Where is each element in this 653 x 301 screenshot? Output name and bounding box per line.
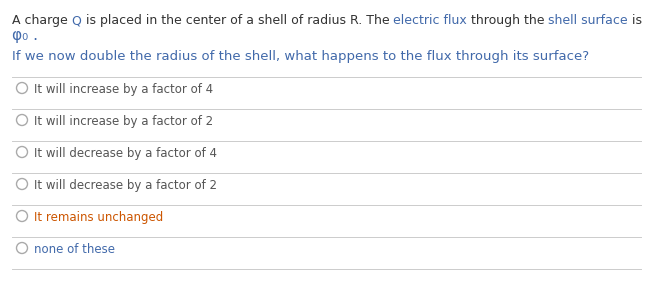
Text: It will decrease by a factor of 4: It will decrease by a factor of 4 <box>33 147 217 160</box>
Text: If we now double the radius of the shell, what happens to the flux through its s: If we now double the radius of the shell… <box>12 50 589 63</box>
Text: through the: through the <box>467 14 549 27</box>
Text: It will decrease by a factor of 2: It will decrease by a factor of 2 <box>33 179 217 192</box>
Text: electric flux: electric flux <box>393 14 467 27</box>
Text: A charge: A charge <box>12 14 72 27</box>
Text: It will increase by a factor of 2: It will increase by a factor of 2 <box>33 115 213 128</box>
Text: It will increase by a factor of 4: It will increase by a factor of 4 <box>33 83 213 96</box>
Text: none of these: none of these <box>33 243 114 256</box>
Text: It remains unchanged: It remains unchanged <box>33 211 163 224</box>
Text: shell surface: shell surface <box>549 14 628 27</box>
Text: Q: Q <box>72 14 82 27</box>
Text: is: is <box>628 14 642 27</box>
Text: is placed in the center of a shell of radius R. The: is placed in the center of a shell of ra… <box>82 14 393 27</box>
Text: φ₀ .: φ₀ . <box>12 28 38 43</box>
